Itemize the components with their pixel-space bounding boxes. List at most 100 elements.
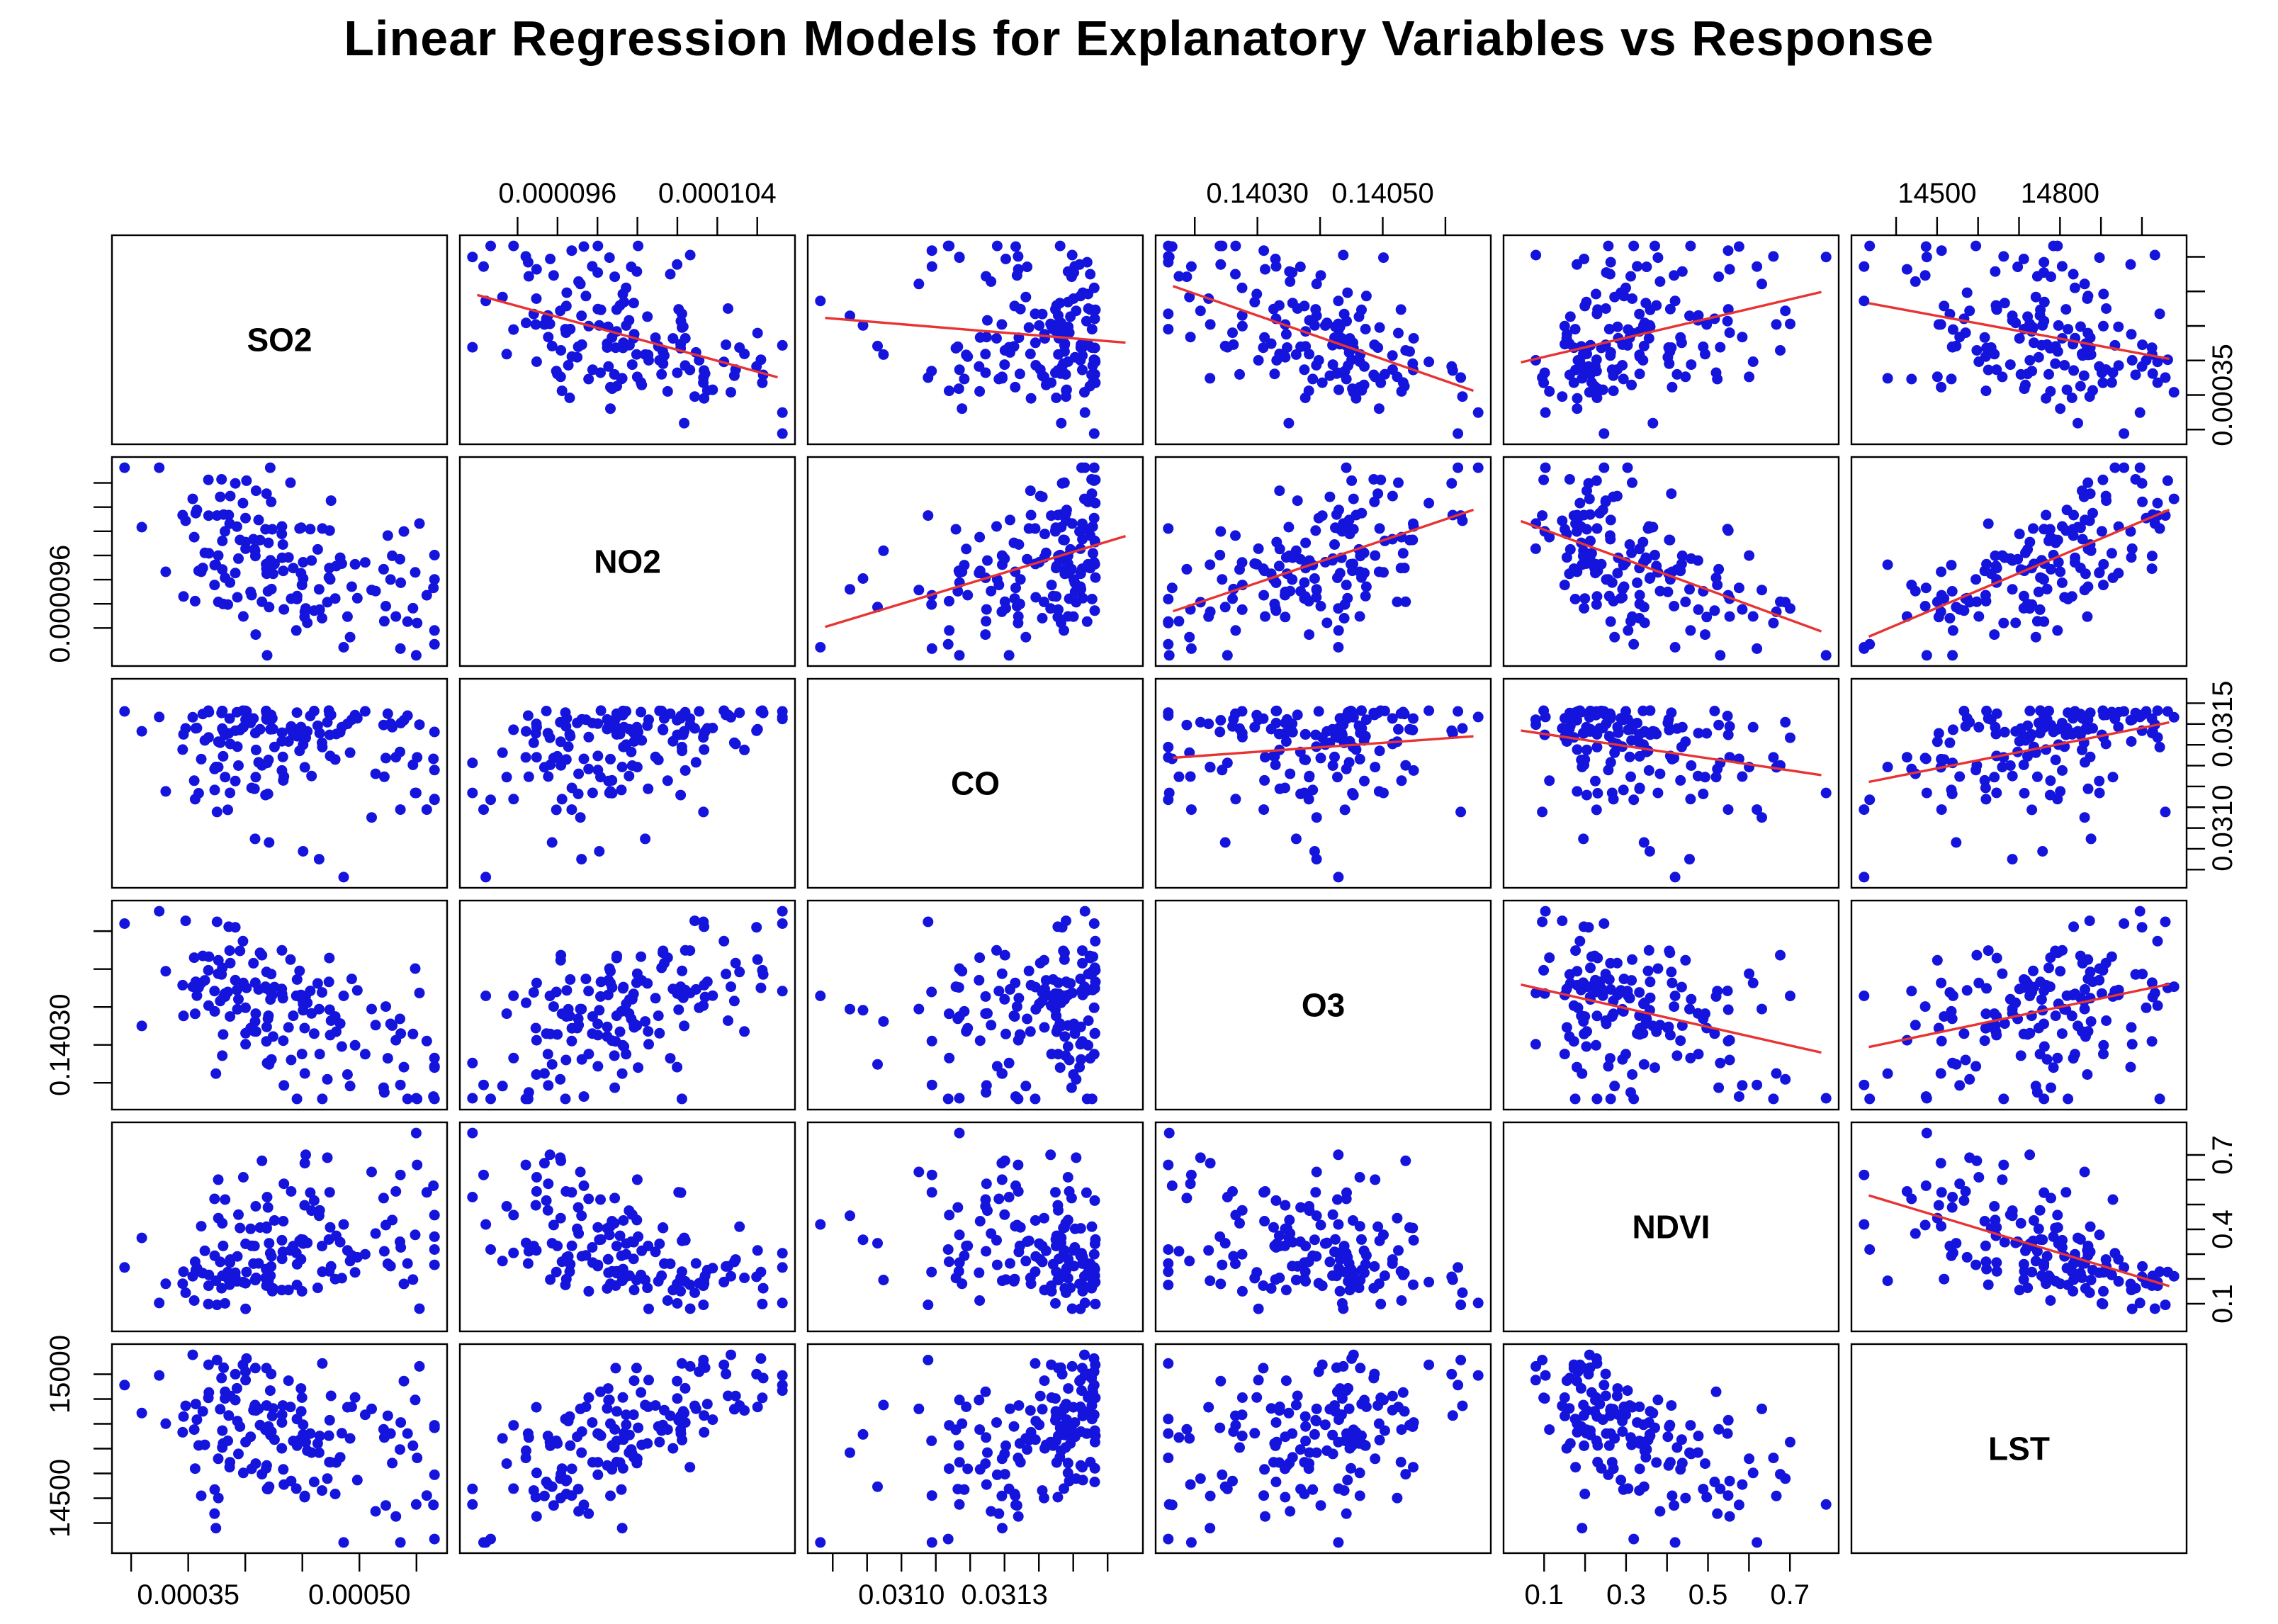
panel-O3-row-SO2-col [111,899,449,1111]
diagonal-var-label-NDVI: NDVI [1633,1209,1710,1246]
scatter-points-SO2-vs-NDVI [119,1127,440,1314]
panel-NO2-row-NO2-col: NO2 [458,456,796,667]
scatter-points-O3-vs-LST [1163,1349,1484,1548]
panel-SO2-row-NDVI-col [1502,234,1840,446]
panel-SO2-row-CO-col [806,234,1144,446]
scatter-points-CO-vs-O3 [815,906,1101,1105]
panel-NDVI-row-NDVI-col: NDVI [1502,1121,1840,1333]
scatter-points-CO-vs-SO2 [815,240,1126,439]
axis-right-CO: 0.0310 0.0315 [2187,681,2238,872]
scatter-points-LST-vs-SO2 [1859,240,2180,439]
scatter-points-NO2-vs-LST [467,1349,788,1548]
regression-line-CO-vs-NO2 [825,534,1126,628]
diagonal-var-label-NO2: NO2 [594,543,661,580]
tick-label-right-NDVI: 0.4 [2207,1209,2238,1249]
diagonal-var-label-LST: LST [1988,1431,2050,1467]
axis-top-LST: 14500 14800 [1895,178,2143,235]
tick-label-bottom-NDVI: 0.1 [1524,1579,1564,1611]
scatter-points-O3-vs-SO2 [1163,240,1484,439]
chart-title: Linear Regression Models for Explanatory… [344,11,1934,66]
axis-left-NO2: 0.000096 [45,482,112,663]
axis-right-NDVI: 0.1 0.4 0.7 [2187,1135,2238,1324]
tick-label-bottom-NDVI: 0.7 [1770,1579,1810,1611]
tick-label-left-LST: 14500 [45,1459,76,1538]
panel-CO-row-LST-col [1850,677,2188,889]
diagonal-var-label-O3: O3 [1302,987,1345,1024]
diagonal-var-label-CO: CO [951,765,1000,802]
panel-NDVI-row-NO2-col [458,1121,796,1333]
panel-NO2-row-NDVI-col [1502,456,1840,667]
tick-label-right-NDVI: 0.7 [2207,1135,2238,1175]
tick-label-top-NO2: 0.000104 [658,178,777,209]
scatter-points-NO2-vs-O3 [467,906,788,1105]
panel-SO2-row-NO2-col [458,234,796,446]
regression-line-CO-vs-SO2 [825,317,1126,344]
regression-line-LST-vs-NDVI [1868,1194,2170,1287]
panel-CO-row-CO-col: CO [806,677,1144,889]
scatter-points-SO2-vs-LST [119,1349,440,1548]
regression-line-LST-vs-SO2 [1868,302,2170,361]
tick-label-bottom-CO: 0.0313 [962,1579,1048,1611]
scatter-points-O3-vs-CO [1163,705,1484,883]
panel-CO-row-SO2-col [111,677,449,889]
regression-line-NO2-vs-SO2 [477,293,778,379]
panel-SO2-row-O3-col [1154,234,1492,446]
tick-label-left-NO2: 0.000096 [45,545,76,663]
panel-CO-row-NO2-col [458,677,796,889]
axis-top-NO2: 0.000096 0.000104 [498,178,777,235]
panel-LST-row-CO-col [806,1343,1144,1555]
panel-LST-row-LST-col: LST [1850,1343,2188,1555]
panel-O3-row-LST-col [1850,899,2188,1111]
regression-line-NDVI-vs-NO2 [1520,519,1822,633]
regression-line-NDVI-vs-SO2 [1521,291,1822,364]
panel-NDVI-row-LST-col [1850,1121,2188,1333]
panel-LST-row-O3-col [1154,1343,1492,1555]
scatter-points-NO2-vs-NDVI [467,1127,788,1314]
regression-line-LST-vs-O3 [1868,983,2170,1049]
tick-label-bottom-NDVI: 0.3 [1606,1579,1646,1611]
tick-label-top-NO2: 0.000096 [498,178,616,209]
panel-CO-row-O3-col [1154,677,1492,889]
regression-line-O3-vs-NO2 [1172,508,1475,613]
regression-line-O3-vs-CO [1173,735,1474,760]
tick-label-left-O3: 0.14030 [45,993,76,1096]
regression-line-LST-vs-NO2 [1868,508,2170,638]
panel-LST-row-SO2-col [111,1343,449,1555]
scatter-points-LST-vs-CO [1859,705,2180,883]
scatter-points-CO-vs-NO2 [815,462,1126,661]
scatter-points-SO2-vs-O3 [119,906,440,1105]
tick-label-right-NDVI: 0.1 [2207,1284,2238,1324]
scatter-points-SO2-vs-CO [119,705,440,883]
scatter-points-LST-vs-NDVI [1859,1127,2180,1314]
scatter-points-NDVI-vs-CO [1521,705,1832,883]
scatter-points-SO2-vs-NO2 [119,462,440,661]
panel-CO-row-NDVI-col [1502,677,1840,889]
diagonal-var-label-SO2: SO2 [247,322,312,359]
regression-line-NDVI-vs-O3 [1521,983,1822,1054]
panel-NDVI-row-CO-col [806,1121,1144,1333]
scatter-points-LST-vs-NO2 [1859,462,2180,661]
panel-O3-row-NO2-col [458,899,796,1111]
panel-O3-row-CO-col [806,899,1144,1111]
scatter-points-CO-vs-LST [815,1349,1101,1548]
tick-label-bottom-NDVI: 0.5 [1688,1579,1728,1611]
tick-label-left-LST: 15000 [45,1335,76,1414]
tick-label-top-LST: 14800 [2021,178,2099,209]
axis-bottom-NDVI: 0.1 0.3 0.5 0.7 [1524,1553,1810,1611]
tick-label-top-O3: 0.14030 [1206,178,1309,209]
tick-label-right-SO2: 0.00035 [2207,344,2238,446]
tick-label-bottom-SO2: 0.00050 [308,1579,411,1611]
tick-label-right-CO: 0.0310 [2207,784,2238,871]
scatter-points-NDVI-vs-LST [1530,1349,1832,1548]
axis-left-LST: 14500 15000 [45,1335,112,1538]
panel-O3-row-NDVI-col [1502,899,1840,1111]
panel-LST-row-NDVI-col [1502,1343,1840,1555]
tick-label-top-O3: 0.14050 [1331,178,1434,209]
panel-SO2-row-LST-col [1850,234,2188,446]
scatter-points-NDVI-vs-NO2 [1520,462,1832,661]
tick-label-bottom-CO: 0.0310 [858,1579,945,1611]
axis-right-SO2: 0.00035 [2187,256,2238,446]
scatter-points-NO2-vs-SO2 [467,240,788,439]
